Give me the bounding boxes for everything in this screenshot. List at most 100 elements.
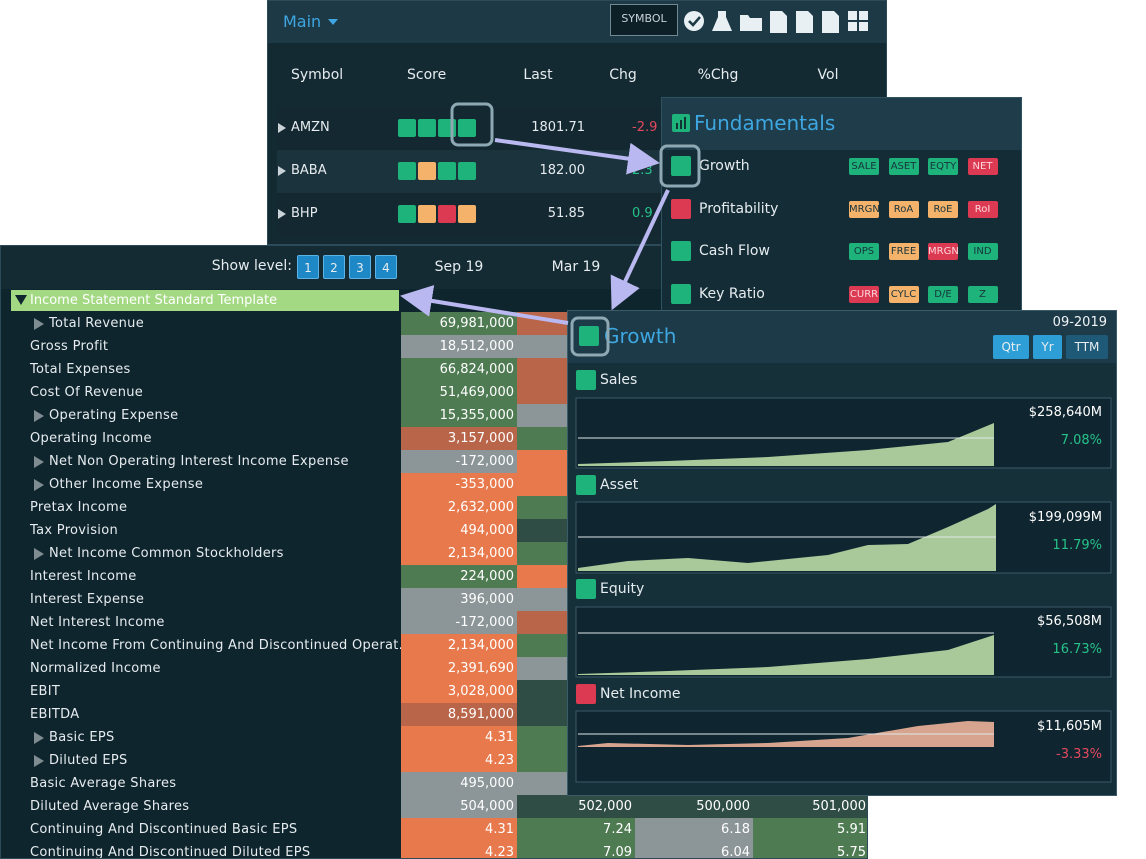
- score-icon[interactable]: [438, 162, 456, 180]
- score-icon[interactable]: [458, 119, 476, 137]
- value-cell: 494,000: [401, 519, 517, 542]
- section-label: Sales: [600, 372, 638, 388]
- level-button[interactable]: 3: [349, 255, 371, 279]
- column-header[interactable]: Symbol: [291, 67, 344, 83]
- value-cell: 15,355,000: [401, 404, 517, 427]
- row-label: Operating Income: [30, 431, 152, 446]
- value: 3,028,000: [447, 684, 514, 699]
- metric-tag[interactable]: FREE: [888, 243, 919, 260]
- value-cell: 502,000: [517, 795, 635, 818]
- level-button[interactable]: 4: [375, 255, 397, 279]
- row-label: Continuing And Discontinued Basic EPS: [30, 822, 298, 837]
- value: 2,391,690: [447, 661, 514, 676]
- score-icon[interactable]: [438, 119, 456, 137]
- value-cell: 396,000: [401, 588, 517, 611]
- row-label: Diluted Average Shares: [30, 799, 190, 814]
- expand-arrow[interactable]: [34, 410, 44, 422]
- score-icon[interactable]: [418, 162, 436, 180]
- dropdown-caret[interactable]: [328, 19, 338, 25]
- metric-label[interactable]: Profitability: [699, 200, 779, 217]
- value: 2,134,000: [447, 546, 514, 561]
- metric-tag[interactable]: OPS: [849, 243, 879, 260]
- row-label: Net Non Operating Interest Income Expens…: [49, 454, 349, 469]
- metric-tag[interactable]: SALE: [849, 158, 879, 175]
- value-cell: 2,632,000: [401, 496, 517, 519]
- value: 396,000: [460, 592, 514, 607]
- score-icon[interactable]: [438, 205, 456, 223]
- section-status: [576, 683, 596, 704]
- period-button[interactable]: Yr: [1033, 335, 1062, 359]
- status-square[interactable]: [671, 198, 691, 219]
- symbol-input[interactable]: SYMBOL: [610, 4, 678, 36]
- metric-tag[interactable]: Z: [967, 285, 998, 303]
- status-square[interactable]: [671, 283, 691, 304]
- value-cell: 500,000: [635, 795, 753, 818]
- value-cell: 501,000: [753, 795, 867, 818]
- status-square[interactable]: [671, 156, 691, 176]
- last-price: 1801.71: [531, 120, 585, 135]
- column-header[interactable]: Chg: [609, 67, 637, 83]
- value-cell: 3,157,000: [401, 427, 517, 450]
- row-label: Normalized Income: [30, 661, 161, 676]
- metric-label[interactable]: Key Ratio: [699, 285, 765, 302]
- score-icon[interactable]: [398, 119, 416, 137]
- column-header[interactable]: %Chg: [697, 67, 739, 83]
- level-button[interactable]: 1: [297, 255, 319, 279]
- metric-label[interactable]: Cash Flow: [699, 243, 770, 259]
- row-label: Continuing And Discontinued Diluted EPS: [30, 845, 311, 859]
- metric-tag[interactable]: ASET: [888, 158, 919, 175]
- row-label: Interest Income: [30, 569, 137, 584]
- period-button[interactable]: Qtr: [993, 335, 1029, 359]
- section-value: $56,508M: [1037, 614, 1102, 629]
- metric-tag[interactable]: MRGN: [849, 200, 880, 218]
- row-label: EBIT: [30, 684, 61, 699]
- score-icon[interactable]: [418, 119, 436, 137]
- toolbar-icons[interactable]: [682, 7, 882, 35]
- value: 8,591,000: [447, 707, 514, 722]
- level-button[interactable]: 2: [323, 255, 345, 279]
- metric-tag[interactable]: EQTY: [928, 158, 958, 175]
- section-value: $199,099M: [1028, 509, 1102, 525]
- expand-arrow[interactable]: [34, 456, 44, 468]
- metric-tag[interactable]: D/E: [928, 285, 958, 303]
- period-button[interactable]: TTM: [1066, 335, 1108, 359]
- column-header[interactable]: Last: [523, 67, 553, 83]
- value: 66,824,000: [439, 362, 514, 377]
- collapse-arrow[interactable]: [15, 295, 27, 305]
- expand-arrow[interactable]: [34, 732, 44, 744]
- score-icon[interactable]: [458, 162, 476, 180]
- value: 5.91: [837, 822, 866, 837]
- score-icon[interactable]: [458, 205, 476, 223]
- value-cell: 8,591,000: [401, 703, 517, 726]
- expand-arrow[interactable]: [34, 479, 44, 491]
- value: 224,000: [460, 569, 514, 584]
- section-label: Equity: [600, 581, 645, 597]
- score-icon[interactable]: [418, 205, 436, 223]
- metric-tag[interactable]: IND: [967, 243, 998, 260]
- value-cell: -353,000: [401, 473, 517, 496]
- expand-arrow[interactable]: [34, 548, 44, 560]
- metric-tag[interactable]: RoA: [888, 200, 919, 218]
- column-header[interactable]: Score: [407, 67, 447, 83]
- row-label: Basic EPS: [49, 730, 115, 745]
- metric-tag[interactable]: NET: [967, 158, 998, 175]
- metric-tag[interactable]: RoE: [928, 200, 958, 218]
- metric-label[interactable]: Growth: [699, 158, 750, 174]
- expand-arrow[interactable]: [34, 318, 44, 330]
- row-label: Cost Of Revenue: [30, 385, 144, 400]
- show-level-label: Show level:: [211, 258, 292, 274]
- status-square[interactable]: [671, 241, 691, 261]
- column-header[interactable]: Vol: [817, 67, 839, 83]
- value-cell: 4.23: [401, 841, 517, 858]
- template-row[interactable]: [11, 290, 399, 311]
- expand-arrow[interactable]: [34, 755, 44, 767]
- metric-tag[interactable]: RoI: [967, 200, 998, 218]
- watchlist-title[interactable]: Main: [283, 12, 322, 31]
- metric-tag[interactable]: MRGN: [928, 243, 959, 260]
- score-icon[interactable]: [398, 205, 416, 223]
- value: 4.23: [485, 753, 514, 768]
- score-icon[interactable]: [398, 162, 416, 180]
- last-price: 182.00: [539, 163, 586, 178]
- metric-tag[interactable]: CURR: [849, 285, 879, 303]
- metric-tag[interactable]: CYLC: [888, 285, 919, 303]
